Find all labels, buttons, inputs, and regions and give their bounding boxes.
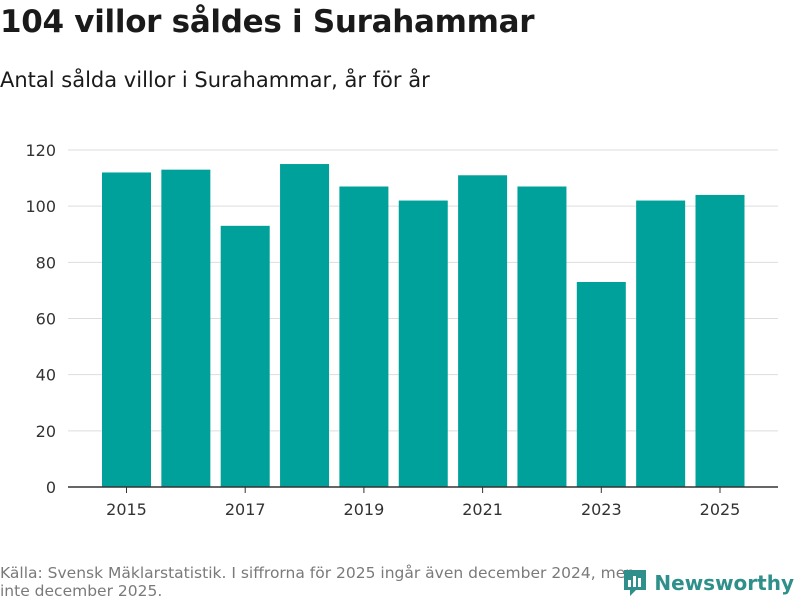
- source-note: Källa: Svensk Mäklarstatistik. I siffror…: [0, 564, 636, 600]
- bar-2017: [220, 225, 270, 487]
- bar-2019: [339, 186, 389, 487]
- x-tick-label-2019: 2019: [344, 500, 385, 519]
- y-tick-label-120: 120: [25, 141, 56, 160]
- x-tick-label-2025: 2025: [700, 500, 741, 519]
- newsworthy-chart-icon: [624, 570, 647, 596]
- x-tick-label-2021: 2021: [462, 500, 503, 519]
- axes: 0 20 40 60 80 100 120 2015 2017 2019 2021 2023 2025: [25, 141, 778, 519]
- brand-name: Newsworthy: [654, 571, 794, 595]
- bar-2016: [161, 169, 211, 488]
- bar-2021: [458, 175, 508, 487]
- newsworthy-logo: Newsworthy: [622, 568, 794, 598]
- x-tick-label-2017: 2017: [225, 500, 266, 519]
- chart-title: 104 villor såldes i Surahammar: [0, 4, 535, 40]
- x-tick-label-2023: 2023: [581, 500, 622, 519]
- y-tick-label-80: 80: [36, 253, 56, 272]
- y-tick-label-20: 20: [36, 422, 56, 441]
- bar-2024: [636, 200, 686, 488]
- y-tick-label-0: 0: [46, 478, 56, 497]
- bar-chart: 0 20 40 60 80 100 120 2015 2017 2019 2021 2023 2025: [25, 141, 778, 519]
- bar-2022: [517, 186, 567, 487]
- x-tick-label-2015: 2015: [106, 500, 147, 519]
- bar-2025: [695, 194, 745, 487]
- bar-2015: [102, 172, 151, 487]
- bar-2018: [280, 164, 330, 487]
- chart-subtitle: Antal sålda villor i Surahammar, år för …: [0, 68, 430, 92]
- y-tick-label-40: 40: [36, 366, 56, 385]
- y-tick-label-100: 100: [25, 197, 56, 216]
- bar-2020: [398, 200, 448, 488]
- bar-2023: [576, 281, 626, 487]
- y-tick-label-60: 60: [36, 310, 56, 329]
- bars: [102, 164, 745, 488]
